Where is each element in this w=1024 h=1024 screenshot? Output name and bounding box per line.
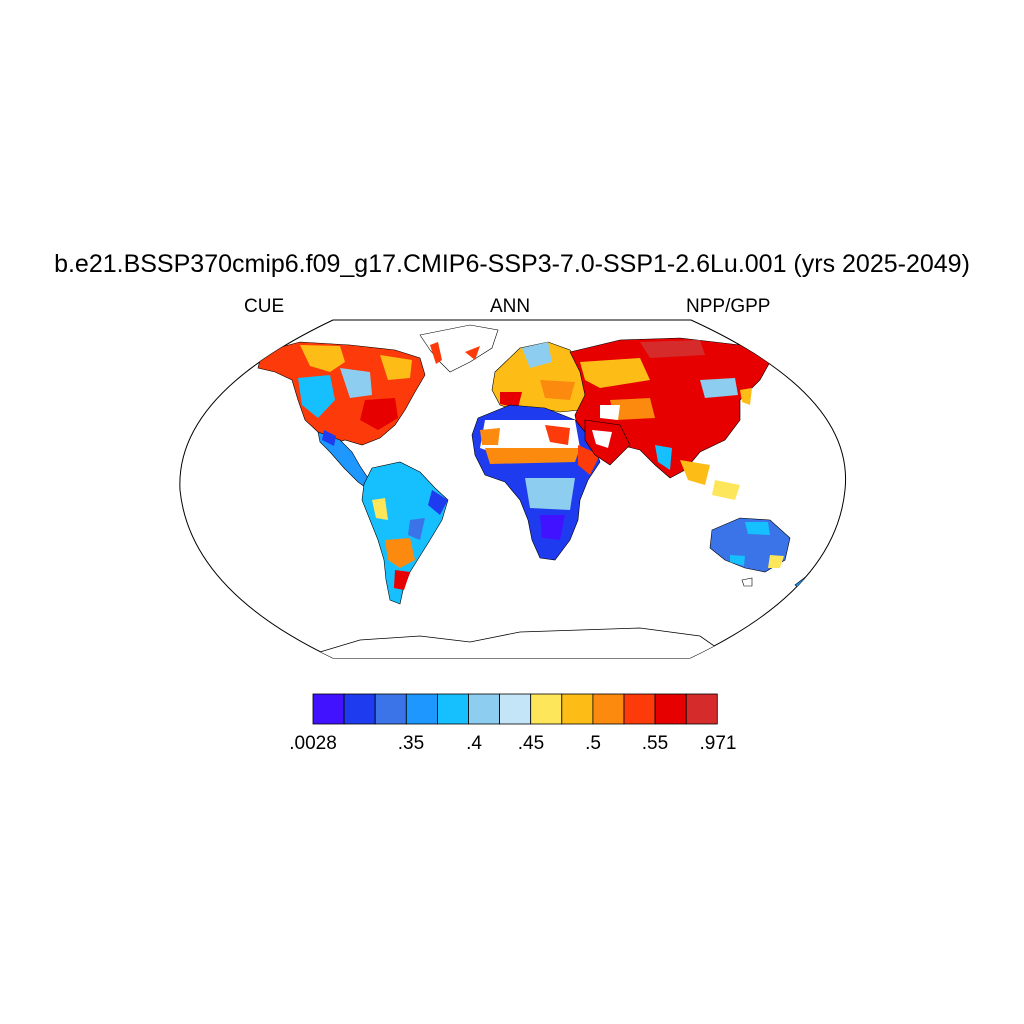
colorbar-swatch <box>654 693 687 725</box>
colorbar-swatch <box>468 693 501 725</box>
colorbar-tick-label: .4 <box>466 733 482 754</box>
colorbar-swatch <box>623 693 656 725</box>
colorbar-swatch <box>530 693 563 725</box>
units-label: NPP/GPP <box>686 296 771 317</box>
colorbar: .0028 .35 .4 .45 .5 .55 .971 <box>289 693 737 754</box>
colorbar-swatch <box>374 693 407 725</box>
colorbar-tick-label: .55 <box>642 733 668 754</box>
region-africa <box>471 404 601 561</box>
colorbar-tick-label: .45 <box>518 733 544 754</box>
colorbar-swatch <box>561 693 594 725</box>
colorbar-swatch <box>499 693 532 725</box>
variable-label: CUE <box>244 296 285 317</box>
colorbar-swatch <box>685 693 718 725</box>
plot-title: b.e21.BSSP370cmip6.f09_g17.CMIP6-SSP3-7.… <box>54 250 970 278</box>
colorbar-tick-label: .0028 <box>289 733 337 754</box>
colorbar-swatch <box>343 693 376 725</box>
colorbar-swatch <box>592 693 625 725</box>
region-antarctica <box>299 627 731 658</box>
region-greenland <box>419 324 499 373</box>
colorbar-swatch <box>436 693 469 725</box>
colorbar-tick-label: .971 <box>700 733 737 754</box>
colorbar-tick-label: .5 <box>585 733 601 754</box>
region-australia <box>709 517 791 587</box>
colorbar-swatch <box>405 693 438 725</box>
colorbar-tick-label: .35 <box>398 733 424 754</box>
colorbar-swatch <box>312 693 345 725</box>
season-label: ANN <box>490 296 531 317</box>
region-south-america <box>361 461 449 605</box>
